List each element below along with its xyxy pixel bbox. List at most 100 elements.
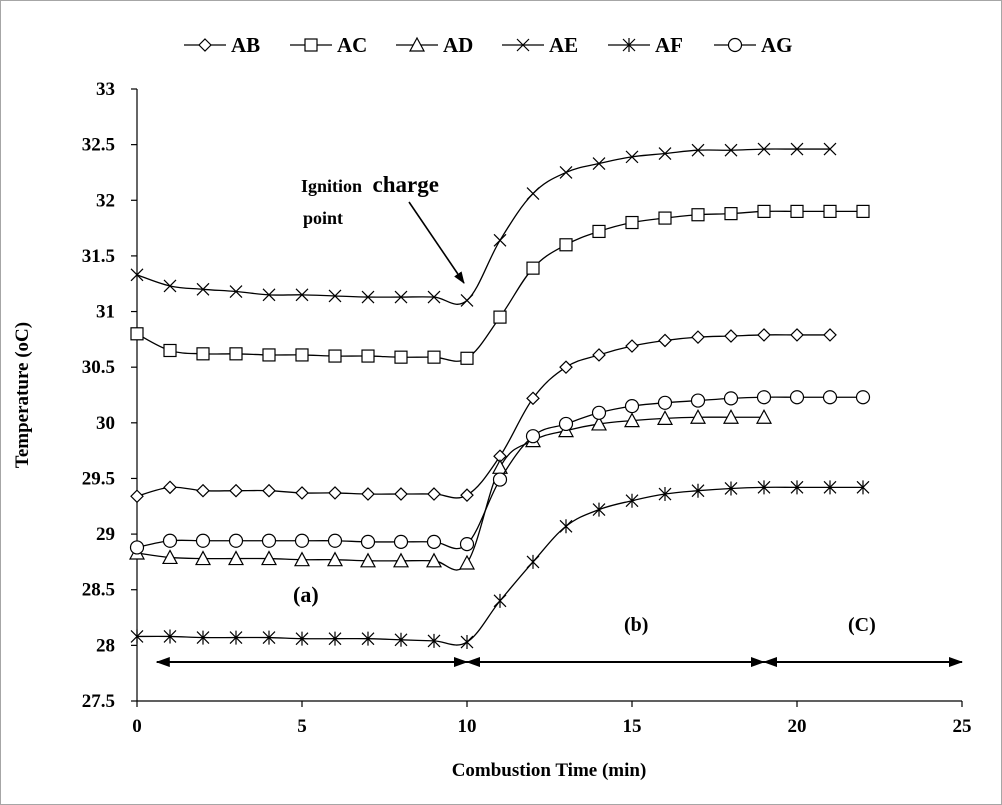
data-point-af: [757, 480, 771, 495]
data-point-af: [856, 480, 870, 495]
data-point-af: [328, 631, 342, 646]
data-point-ab: [592, 348, 606, 362]
data-point-ag: [558, 416, 574, 432]
y-ticks: 27.5 28 28.5 29 29.5 30 30.5 31 31.5 32 32.5 33: [82, 79, 137, 712]
data-point-ab: [328, 486, 342, 500]
data-point-ad: [689, 408, 707, 424]
data-point-ag: [426, 534, 442, 549]
annotation-ignition-charge: charge: [373, 172, 439, 197]
data-point-ag: [690, 393, 706, 408]
data-point-ag: [756, 390, 772, 405]
data-point-ac: [658, 211, 672, 225]
phase-c-label: (C): [848, 614, 876, 636]
data-point-ad: [590, 415, 608, 431]
data-point-ae: [559, 166, 573, 179]
y-tick-label: 31: [96, 302, 115, 323]
legend-label: AC: [337, 33, 367, 57]
data-point-ab: [262, 483, 276, 498]
data-point-ag: [789, 390, 805, 405]
phase-b-label: (b): [624, 614, 648, 636]
data-point-ab: [724, 329, 738, 343]
data-point-ag: [657, 395, 673, 410]
data-point-ae: [592, 157, 606, 170]
data-point-ab: [625, 339, 639, 353]
y-tick-label: 33: [96, 79, 115, 100]
data-point-ac: [823, 204, 837, 218]
data-point-af: [361, 631, 375, 646]
legend-label: AE: [549, 33, 578, 57]
y-tick-label: 28.5: [82, 580, 115, 601]
data-point-ac: [559, 238, 573, 252]
data-point-ac: [460, 351, 474, 365]
legend-label: AG: [761, 33, 793, 57]
data-point-ad: [161, 549, 179, 565]
data-point-af: [130, 629, 144, 644]
series-line-ac: [136, 210, 863, 362]
data-point-ae: [460, 293, 474, 307]
data-point-ae: [625, 150, 639, 164]
data-point-ac: [856, 204, 870, 218]
data-point-af: [526, 554, 540, 569]
data-point-af: [823, 480, 837, 495]
data-point-ae: [493, 233, 507, 247]
series-ae: [130, 142, 837, 307]
legend-label: AB: [231, 33, 260, 57]
y-tick-label: 32.5: [82, 135, 115, 156]
legend-item-ac: AC: [290, 33, 367, 57]
data-point-ag: [492, 472, 508, 487]
data-point-ab: [295, 486, 309, 500]
data-point-af: [790, 480, 804, 495]
data-point-af: [229, 630, 243, 645]
y-tick-label: 30: [96, 413, 115, 434]
data-point-ae: [427, 290, 441, 304]
series-ab: [130, 328, 837, 504]
series-ad: [128, 408, 773, 571]
axes: [136, 89, 962, 702]
data-point-ac: [691, 208, 705, 222]
data-point-ae: [361, 290, 375, 304]
data-point-ae: [757, 142, 771, 156]
data-point-ab: [757, 328, 771, 342]
series-ag: [129, 390, 871, 555]
data-point-ac: [262, 348, 276, 362]
data-point-ae: [262, 288, 276, 302]
data-point-ag: [294, 533, 310, 548]
data-point-ad: [194, 550, 212, 566]
data-point-af: [196, 630, 210, 645]
data-point-ab: [790, 328, 804, 342]
data-point-ag: [525, 429, 541, 444]
y-axis-title: Temperature (oC): [12, 322, 33, 468]
data-point-ag: [459, 537, 475, 552]
data-point-ae: [229, 285, 243, 298]
data-point-ac: [196, 347, 210, 361]
data-point-ac: [328, 349, 342, 363]
data-point-ad: [227, 550, 245, 566]
legend-label: AF: [655, 33, 683, 57]
data-point-ad: [260, 550, 278, 566]
data-point-ab: [394, 487, 408, 501]
legend-marker: [408, 36, 426, 52]
x-tick-label: 5: [297, 716, 307, 737]
ignition-annotation: Ignition charge point: [301, 172, 465, 284]
data-point-ac: [163, 343, 177, 358]
data-point-ab: [691, 330, 705, 344]
data-point-ac: [625, 215, 639, 230]
data-point-ab: [460, 488, 474, 502]
data-point-ag: [723, 391, 739, 406]
data-point-af: [394, 632, 408, 647]
y-tick-label: 29: [96, 524, 115, 545]
data-point-af: [295, 631, 309, 646]
y-tick-label: 31.5: [82, 246, 115, 267]
series-layer: [128, 142, 871, 650]
legend-item-ae: AE: [502, 33, 578, 57]
data-point-ag: [591, 405, 607, 420]
data-point-ae: [328, 289, 342, 303]
data-point-ab: [559, 360, 573, 375]
legend-item-ad: AD: [396, 33, 473, 57]
data-point-ab: [658, 333, 672, 348]
data-point-ab: [361, 487, 375, 501]
data-point-af: [262, 630, 276, 645]
data-point-ac: [493, 310, 507, 324]
data-point-ad: [425, 552, 443, 568]
data-point-af: [724, 481, 738, 496]
